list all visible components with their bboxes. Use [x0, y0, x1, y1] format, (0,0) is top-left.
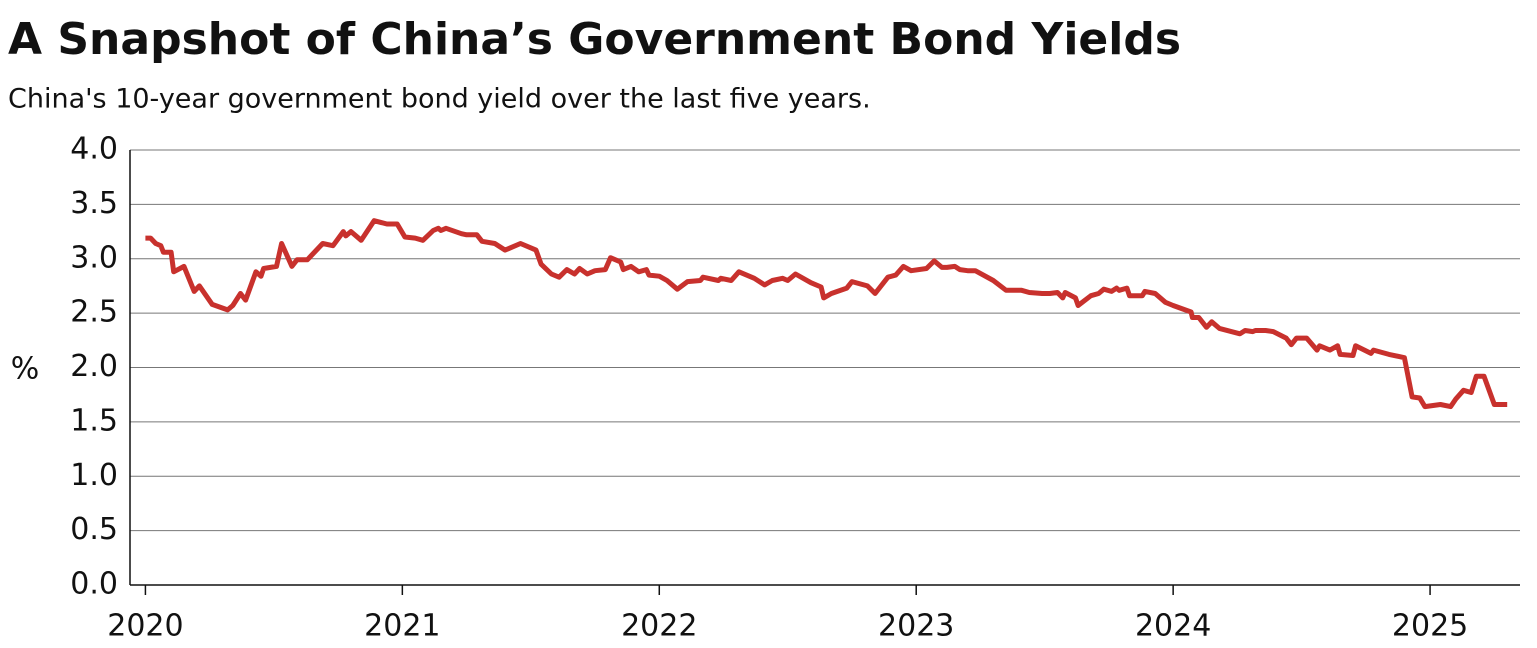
x-tick-label: 2020	[107, 609, 183, 644]
y-tick-label: 1.0	[70, 458, 118, 493]
x-tick-label: 2024	[1135, 609, 1211, 644]
x-tick-label: 2021	[364, 609, 440, 644]
y-tick-label: 0.0	[70, 567, 118, 602]
y-tick-label: 4.0	[70, 132, 118, 167]
y-tick-label: 2.0	[70, 349, 118, 384]
data-line	[145, 218, 1508, 410]
y-tick-label: 0.5	[70, 512, 118, 547]
y-tick-label: 2.5	[70, 295, 118, 330]
y-tick-label: 1.5	[70, 403, 118, 438]
x-tick-label: 2022	[621, 609, 697, 644]
x-tick-label: 2023	[878, 609, 954, 644]
chart-subtitle: China's 10-year government bond yield ov…	[8, 84, 871, 115]
chart-title: A Snapshot of China’s Government Bond Yi…	[8, 14, 1181, 65]
x-tick-label: 2025	[1392, 609, 1468, 644]
y-tick-label: 3.5	[70, 186, 118, 221]
y-tick-label: 3.0	[70, 240, 118, 275]
y-axis-label: %	[11, 352, 40, 387]
